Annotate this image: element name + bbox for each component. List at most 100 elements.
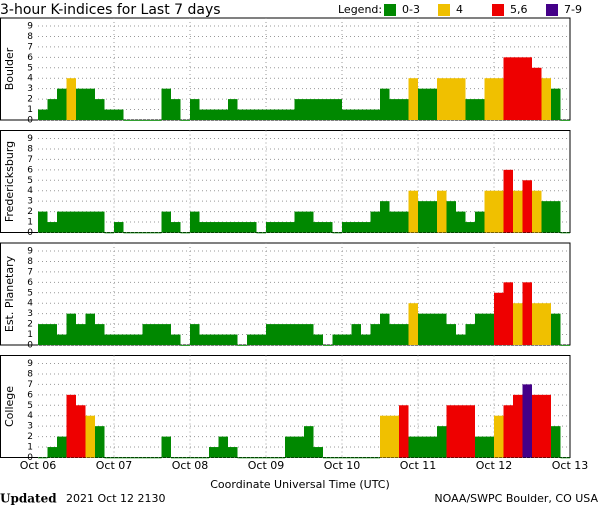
y-tick-label: 1 bbox=[27, 105, 33, 115]
bar bbox=[370, 457, 380, 459]
bar bbox=[209, 109, 219, 120]
bar bbox=[275, 324, 285, 345]
bar bbox=[541, 201, 551, 233]
bar bbox=[123, 457, 133, 459]
y-tick-label: 7 bbox=[27, 42, 33, 52]
bar bbox=[494, 78, 504, 120]
x-tick-label: Oct 06 bbox=[20, 459, 57, 472]
x-tick-label: Oct 13 bbox=[552, 459, 589, 472]
legend-item: 7-9 bbox=[564, 3, 582, 16]
panel-label: Fredericksburg bbox=[3, 141, 16, 222]
bar bbox=[161, 88, 171, 120]
bar bbox=[218, 436, 228, 458]
bar bbox=[275, 222, 285, 233]
bar bbox=[408, 436, 418, 458]
y-tick-label: 6 bbox=[27, 278, 33, 288]
bar bbox=[85, 415, 95, 458]
bar bbox=[247, 222, 257, 233]
bar bbox=[85, 88, 95, 120]
bar bbox=[152, 457, 162, 459]
bar bbox=[66, 313, 76, 345]
bar bbox=[285, 436, 295, 458]
bar bbox=[541, 78, 551, 120]
bar bbox=[95, 324, 105, 345]
x-tick-label: Oct 08 bbox=[172, 459, 209, 472]
bar bbox=[294, 436, 304, 458]
bar bbox=[389, 211, 399, 233]
bar bbox=[304, 426, 314, 458]
bar bbox=[475, 436, 485, 458]
bar bbox=[503, 169, 513, 233]
bar bbox=[76, 405, 86, 458]
bar bbox=[76, 324, 86, 345]
bar bbox=[304, 324, 314, 345]
bar bbox=[484, 313, 494, 345]
y-tick-label: 7 bbox=[27, 155, 33, 165]
bar bbox=[342, 457, 352, 459]
y-tick-label: 5 bbox=[27, 288, 33, 298]
bar bbox=[66, 394, 76, 458]
y-tick-label: 9 bbox=[27, 22, 33, 32]
bar bbox=[437, 426, 447, 458]
bar bbox=[551, 88, 561, 120]
bar bbox=[313, 334, 323, 345]
bar bbox=[323, 345, 333, 346]
bar bbox=[209, 334, 219, 345]
y-tick-label: 2 bbox=[27, 207, 33, 217]
y-tick-label: 8 bbox=[27, 369, 33, 379]
bar bbox=[57, 88, 67, 120]
bar bbox=[104, 334, 114, 345]
bar bbox=[38, 324, 48, 345]
x-tick-label: Oct 10 bbox=[324, 459, 361, 472]
y-tick-label: 0 bbox=[27, 228, 33, 238]
y-tick-label: 8 bbox=[27, 144, 33, 154]
bar bbox=[228, 99, 238, 120]
x-tick-label: Oct 07 bbox=[96, 459, 133, 472]
bar bbox=[560, 345, 570, 346]
bar bbox=[180, 457, 190, 459]
bar bbox=[114, 222, 124, 233]
bar bbox=[323, 222, 333, 233]
bar bbox=[247, 109, 257, 120]
bar bbox=[294, 211, 304, 233]
bar bbox=[209, 222, 219, 233]
bar bbox=[123, 120, 133, 121]
bar bbox=[323, 457, 333, 459]
bar bbox=[418, 88, 428, 120]
bar bbox=[218, 222, 228, 233]
y-tick-label: 1 bbox=[27, 218, 33, 228]
bar bbox=[57, 436, 67, 458]
y-tick-label: 5 bbox=[27, 176, 33, 186]
bar bbox=[408, 190, 418, 233]
y-tick-label: 4 bbox=[27, 74, 33, 84]
bar bbox=[370, 109, 380, 120]
bar bbox=[47, 447, 57, 458]
bar bbox=[560, 120, 570, 121]
x-tick-label: Oct 11 bbox=[400, 459, 437, 472]
bar bbox=[522, 384, 532, 458]
bar bbox=[437, 78, 447, 120]
bar bbox=[351, 222, 361, 233]
bar bbox=[551, 313, 561, 345]
bar bbox=[247, 457, 257, 459]
bar bbox=[427, 201, 437, 233]
y-tick-label: 9 bbox=[27, 134, 33, 144]
bar bbox=[152, 120, 162, 121]
bar bbox=[47, 222, 57, 233]
legend-label: Legend: bbox=[338, 3, 382, 16]
bar bbox=[114, 109, 124, 120]
bar bbox=[513, 394, 523, 458]
bar bbox=[38, 109, 48, 120]
x-tick-label: Oct 12 bbox=[476, 459, 513, 472]
bar bbox=[114, 457, 124, 459]
bar bbox=[266, 222, 276, 233]
bar bbox=[399, 99, 409, 120]
bar bbox=[161, 211, 171, 233]
bar bbox=[513, 190, 523, 233]
bar bbox=[142, 457, 152, 459]
bar bbox=[494, 292, 504, 345]
bar bbox=[342, 222, 352, 233]
bar bbox=[313, 99, 323, 120]
bar bbox=[180, 120, 190, 121]
